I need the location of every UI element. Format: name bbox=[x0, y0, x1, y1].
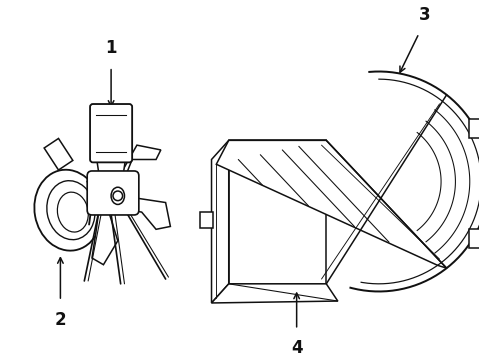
Polygon shape bbox=[229, 140, 326, 284]
FancyBboxPatch shape bbox=[90, 104, 132, 162]
Polygon shape bbox=[121, 145, 161, 179]
Polygon shape bbox=[44, 139, 73, 170]
Text: 4: 4 bbox=[291, 339, 302, 357]
Polygon shape bbox=[216, 140, 446, 268]
Text: 3: 3 bbox=[419, 6, 431, 24]
Text: 1: 1 bbox=[105, 39, 117, 57]
Ellipse shape bbox=[34, 170, 102, 251]
Polygon shape bbox=[130, 198, 171, 229]
Circle shape bbox=[113, 191, 122, 201]
Polygon shape bbox=[469, 119, 490, 138]
Polygon shape bbox=[97, 159, 125, 179]
Ellipse shape bbox=[111, 187, 124, 204]
Polygon shape bbox=[92, 210, 118, 265]
Polygon shape bbox=[469, 229, 490, 248]
Polygon shape bbox=[200, 212, 214, 228]
FancyBboxPatch shape bbox=[87, 171, 139, 215]
Polygon shape bbox=[212, 140, 229, 303]
Polygon shape bbox=[212, 284, 338, 303]
Text: 2: 2 bbox=[54, 311, 66, 329]
